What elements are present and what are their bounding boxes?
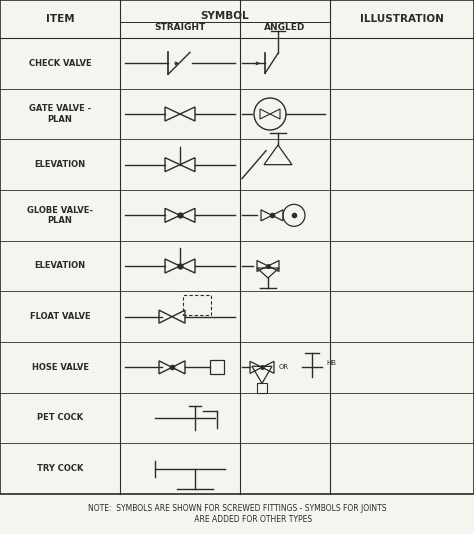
Text: ITEM: ITEM (46, 14, 74, 24)
Text: PET COCK: PET COCK (37, 413, 83, 422)
Text: GATE VALVE -
PLAN: GATE VALVE - PLAN (29, 104, 91, 124)
Text: CHECK VALVE: CHECK VALVE (29, 59, 91, 68)
Text: ILLUSTRATION: ILLUSTRATION (360, 14, 444, 24)
Text: GLOBE VALVE-
PLAN: GLOBE VALVE- PLAN (27, 206, 93, 225)
Bar (183, 295, 211, 315)
Text: ELEVATION: ELEVATION (35, 160, 86, 169)
Text: NOTE:  SYMBOLS ARE SHOWN FOR SCREWED FITTINGS - SYMBOLS FOR JOINTS
             : NOTE: SYMBOLS ARE SHOWN FOR SCREWED FITT… (88, 504, 386, 524)
Text: ELEVATION: ELEVATION (35, 262, 86, 271)
Text: FLOAT VALVE: FLOAT VALVE (30, 312, 91, 321)
Text: TRY COCK: TRY COCK (37, 464, 83, 473)
Text: SYMBOL: SYMBOL (201, 11, 249, 21)
Bar (210, 360, 224, 374)
Text: STRAIGHT: STRAIGHT (155, 23, 206, 32)
Text: HOSE VALVE: HOSE VALVE (31, 363, 89, 372)
Text: ANGLED: ANGLED (264, 23, 306, 32)
Text: OR: OR (279, 364, 289, 371)
Text: HB: HB (326, 360, 336, 366)
Bar (257, 383, 267, 394)
